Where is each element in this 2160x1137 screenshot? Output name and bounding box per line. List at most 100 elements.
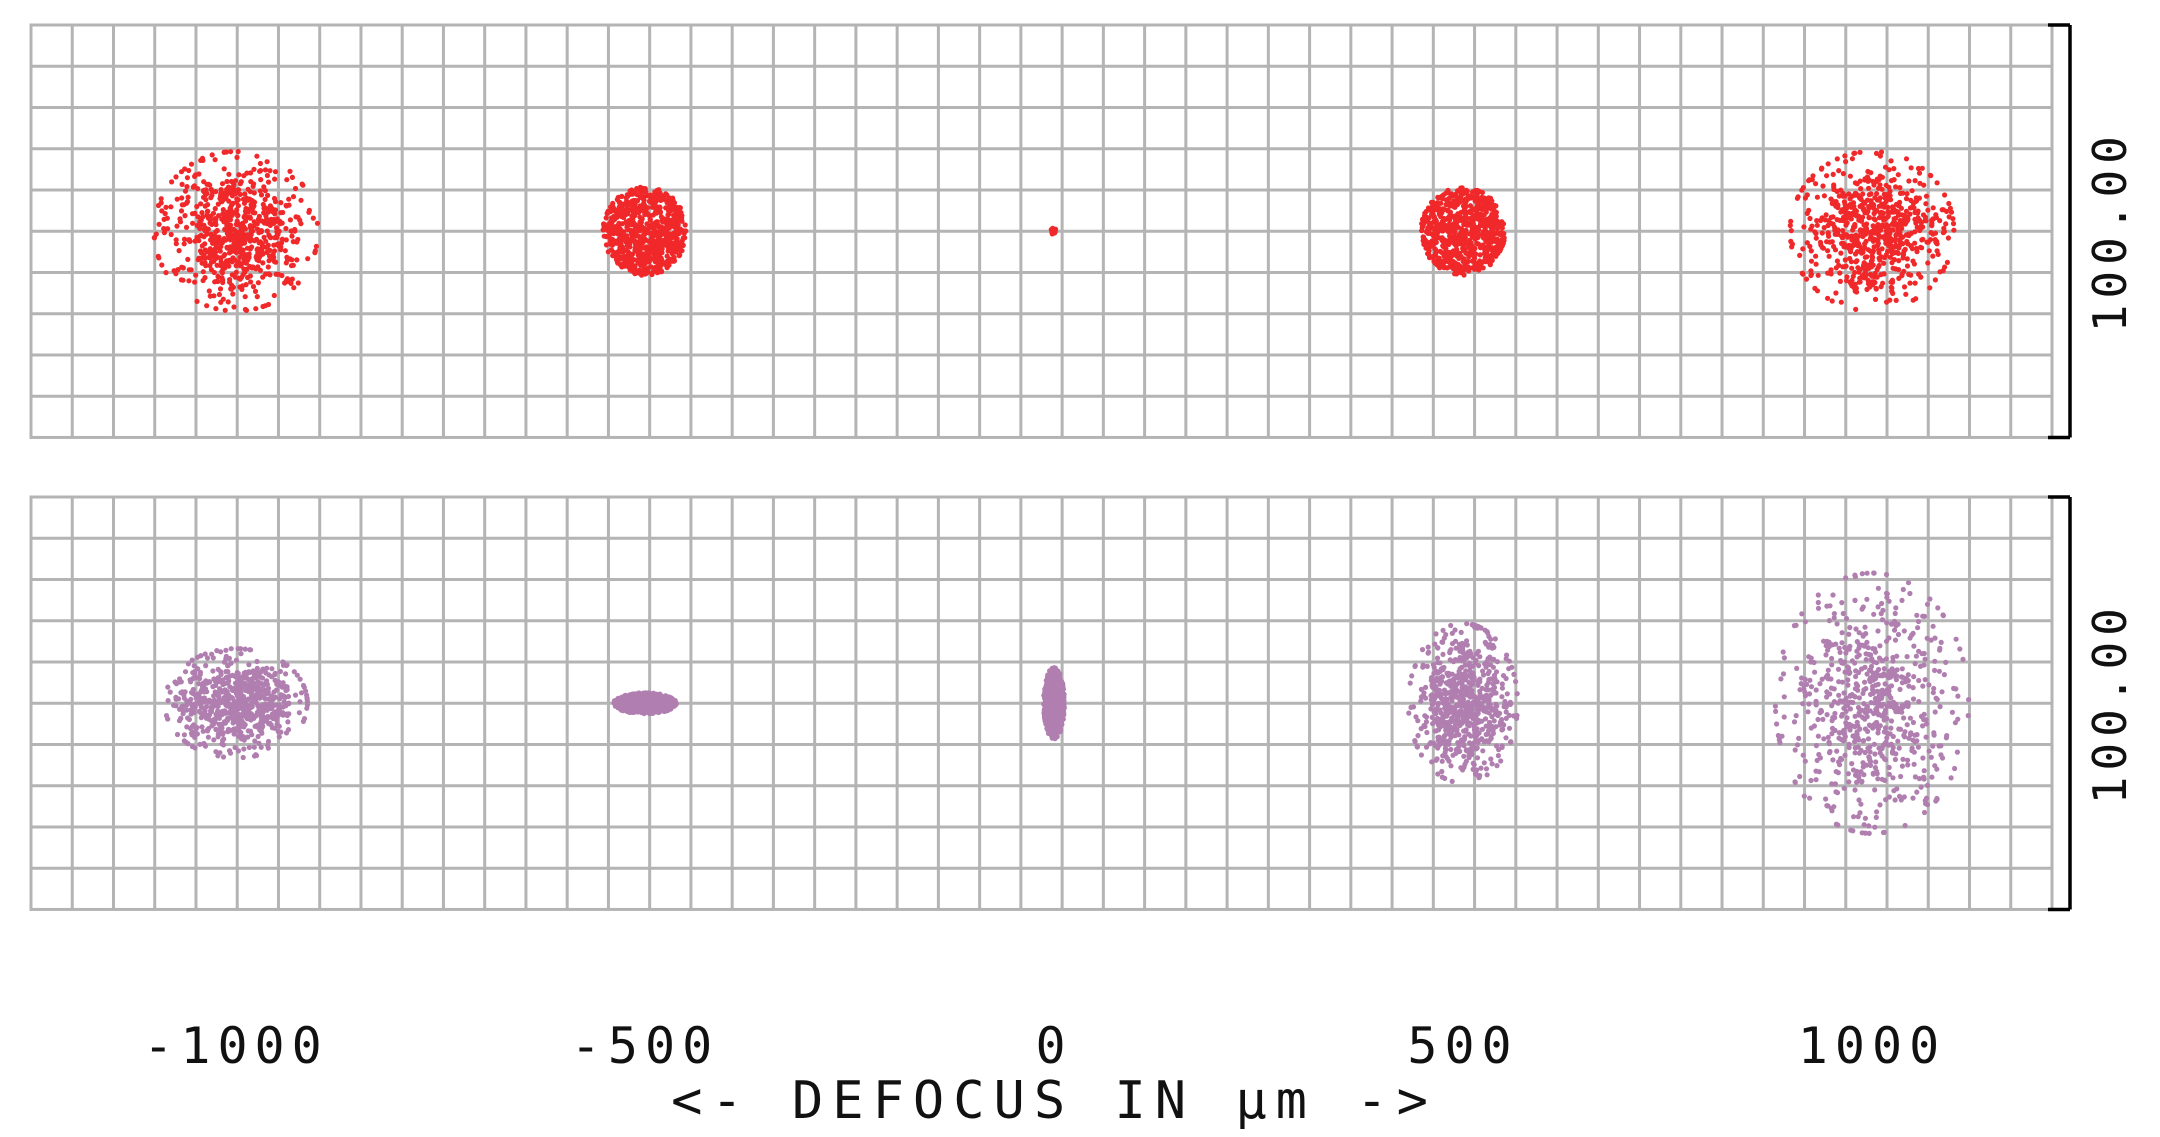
ray-point xyxy=(1484,772,1490,778)
ray-point xyxy=(245,256,251,262)
ray-point xyxy=(250,715,257,721)
ray-point xyxy=(227,205,233,211)
ray-point xyxy=(262,167,269,173)
ray-point xyxy=(1888,209,1894,215)
ray-point xyxy=(1841,199,1847,205)
ray-point xyxy=(644,230,650,236)
ray-point xyxy=(215,278,221,284)
ray-point xyxy=(292,692,299,698)
ray-point xyxy=(204,680,210,686)
ray-point xyxy=(1852,224,1858,230)
ray-point xyxy=(1923,201,1929,207)
ray-point xyxy=(1881,271,1887,277)
ray-point xyxy=(1871,182,1877,188)
ray-point xyxy=(244,266,250,272)
ray-point xyxy=(636,252,643,258)
ray-point xyxy=(265,301,272,308)
ray-point xyxy=(1463,213,1469,219)
ray-point xyxy=(1441,241,1447,247)
ray-point xyxy=(1891,166,1897,172)
ray-point xyxy=(1498,230,1504,236)
ray-point xyxy=(297,217,303,223)
ray-point xyxy=(1932,277,1938,283)
ray-point xyxy=(289,276,295,282)
ray-point xyxy=(1883,238,1889,244)
ray-point xyxy=(1476,217,1483,223)
ray-point xyxy=(193,272,199,278)
ray-point xyxy=(622,260,628,266)
ray-point xyxy=(220,709,226,716)
ray-point xyxy=(251,744,257,750)
ray-point xyxy=(228,149,234,155)
ray-point xyxy=(615,231,621,237)
ray-point xyxy=(1908,165,1914,171)
ray-point xyxy=(632,245,638,251)
ray-point xyxy=(1900,255,1906,261)
ray-point xyxy=(1425,251,1431,257)
ray-point xyxy=(191,722,197,728)
ray-point xyxy=(1054,727,1060,733)
ray-point xyxy=(250,264,256,270)
ray-point xyxy=(1872,274,1878,280)
ray-point xyxy=(217,248,223,254)
ray-point xyxy=(214,227,220,234)
ray-point xyxy=(1451,204,1457,210)
ray-point xyxy=(1840,228,1846,234)
ray-point xyxy=(1061,695,1067,701)
ray-point xyxy=(216,291,222,298)
ray-point xyxy=(1873,285,1879,291)
ray-point xyxy=(223,647,229,653)
ray-point xyxy=(261,682,267,689)
ray-point xyxy=(1804,192,1810,198)
ray-point xyxy=(616,206,622,212)
ray-point xyxy=(1848,259,1854,265)
ray-point xyxy=(1944,259,1950,265)
ray-point xyxy=(184,175,190,181)
ray-point xyxy=(1937,269,1943,275)
ray-point xyxy=(1832,247,1839,253)
ray-point xyxy=(264,228,270,234)
ray-point xyxy=(184,184,190,190)
ray-point xyxy=(1886,167,1892,173)
ray-point xyxy=(1875,247,1882,253)
ray-point xyxy=(1486,218,1492,224)
ray-point xyxy=(185,256,191,262)
ray-point xyxy=(257,267,263,273)
ray-point xyxy=(1853,285,1859,291)
spot-defocus--500 xyxy=(611,690,679,717)
ray-point xyxy=(232,680,239,686)
ray-point xyxy=(1834,231,1840,237)
ray-point xyxy=(630,189,636,195)
ray-point xyxy=(212,689,218,695)
ray-point xyxy=(1901,284,1908,290)
ray-point xyxy=(229,247,235,253)
ray-point xyxy=(1487,198,1493,204)
ray-point xyxy=(242,294,248,300)
ray-point xyxy=(1809,223,1815,229)
ray-point xyxy=(260,705,267,711)
ray-point xyxy=(161,216,167,222)
ray-point xyxy=(203,663,209,669)
ray-point xyxy=(238,651,244,657)
ray-point xyxy=(306,207,312,213)
ray-point xyxy=(255,280,261,286)
ray-point xyxy=(662,197,668,203)
ray-point xyxy=(1425,230,1431,236)
ray-point xyxy=(194,203,200,210)
ray-point xyxy=(213,726,219,733)
ray-point xyxy=(254,294,260,300)
ray-point xyxy=(265,264,271,270)
ray-point xyxy=(254,658,260,665)
ray-point xyxy=(1889,285,1895,291)
ray-point xyxy=(1867,236,1873,242)
ray-point xyxy=(1904,191,1910,197)
ray-point xyxy=(682,222,688,228)
ray-point xyxy=(1429,225,1435,231)
ray-point xyxy=(1948,209,1955,215)
ray-point xyxy=(1804,240,1810,246)
ray-point xyxy=(615,260,621,266)
ray-point xyxy=(151,235,157,241)
ray-point xyxy=(159,208,165,214)
ray-point xyxy=(158,196,164,202)
ray-point xyxy=(298,197,304,203)
